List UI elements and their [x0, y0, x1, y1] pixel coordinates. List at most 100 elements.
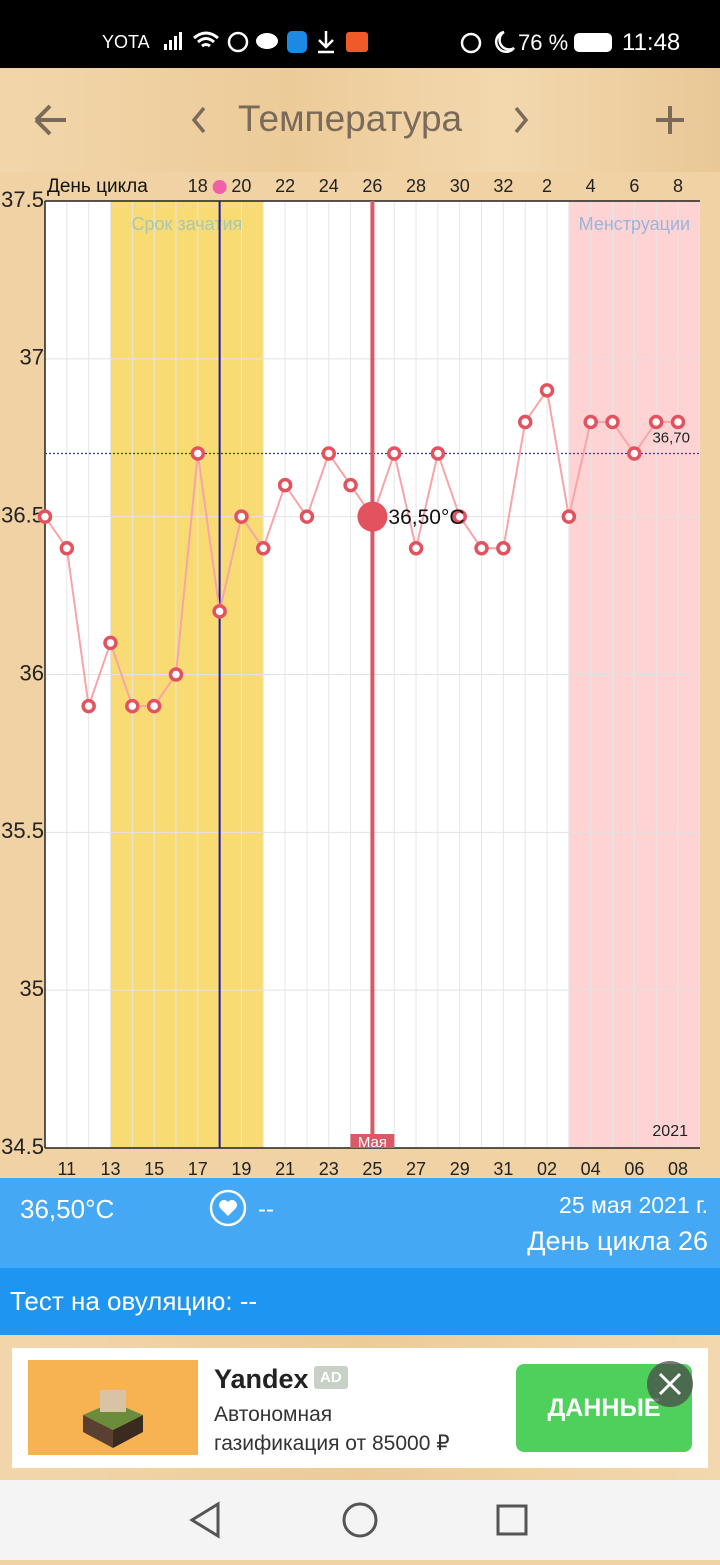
ovulation-test: Тест на овуляцию: -- [10, 1286, 258, 1316]
y-tick-label: 36 [20, 660, 44, 685]
marker [343, 477, 358, 493]
x-tick-label: 31 [493, 1159, 513, 1178]
reference-label: 36,70 [652, 430, 690, 447]
back-button[interactable] [34, 104, 66, 136]
marker [103, 635, 118, 651]
top-tick-label: 32 [493, 176, 513, 196]
y-tick-label: 35 [20, 976, 44, 1001]
status-icons-right [460, 30, 612, 54]
top-tick-label: 6 [629, 176, 639, 196]
marker [452, 509, 467, 524]
marker [59, 540, 75, 556]
top-tick-label: 2 [542, 176, 552, 196]
x-tick-label: 17 [188, 1159, 208, 1178]
app-bar-icons [34, 104, 684, 136]
marker [277, 477, 293, 493]
band-label: Менструации [579, 214, 690, 234]
nav-back[interactable] [189, 1501, 220, 1539]
y-tick-label: 35.5 [1, 818, 44, 843]
temperature: 36,50°C [20, 1194, 115, 1224]
marker [234, 509, 249, 524]
top-tick-label: 26 [362, 176, 382, 196]
ad-brand: Yandex [214, 1364, 309, 1394]
nav-bar [0, 1480, 720, 1560]
ovulation-dot [212, 180, 227, 194]
x-tick-label: 13 [100, 1159, 120, 1178]
y-tick-label: 37.5 [1, 187, 44, 212]
x-tick-label: 23 [319, 1159, 339, 1178]
ad-close[interactable] [646, 1360, 694, 1408]
marker [517, 414, 533, 430]
top-tick-label: 20 [231, 176, 251, 196]
selected-marker [357, 501, 388, 532]
marker [474, 540, 489, 556]
heart-value: -- [258, 1196, 274, 1223]
x-tick-label: 25 [362, 1159, 382, 1178]
x-tick-label: 19 [231, 1159, 251, 1178]
nav-recent[interactable] [496, 1504, 528, 1536]
ovulation-test-bar[interactable]: Тест на овуляцию: -- [0, 1268, 720, 1335]
x-tick-label: 29 [450, 1159, 470, 1178]
marker [125, 698, 140, 714]
carrier: YOTA [102, 32, 150, 52]
nav-home[interactable] [342, 1502, 378, 1538]
screen-title: Температура [238, 98, 463, 139]
x-tick-label: 15 [144, 1159, 164, 1178]
top-tick-label: 24 [319, 176, 339, 196]
marker [648, 414, 664, 430]
ad-badge: AD [314, 1366, 348, 1389]
date: 25 мая 2021 г. [559, 1192, 708, 1218]
prev-button[interactable] [191, 106, 206, 134]
marker [146, 698, 162, 714]
top-tick-label: 22 [275, 176, 295, 196]
marker [190, 446, 206, 461]
top-tick-label: 18 [188, 176, 208, 196]
y-tick-label: 34.5 [1, 1134, 44, 1159]
nav-icons [189, 1501, 528, 1539]
next-button[interactable] [514, 106, 529, 134]
marker [496, 540, 511, 556]
x-tick-label: 11 [57, 1159, 76, 1178]
ad-card[interactable]: Yandex AD Автономная газификация от 8500… [12, 1348, 708, 1468]
battery: 76 % [518, 30, 569, 55]
y-tick-label: 37 [20, 345, 44, 370]
time: 11:48 [622, 29, 681, 56]
info-panel: 36,50°C -- 25 мая 2021 г. День цикла 26 [0, 1178, 720, 1268]
marker [583, 414, 598, 430]
y-tick-label: 36.5 [1, 502, 44, 527]
x-tick-label: 08 [668, 1159, 688, 1178]
marker [386, 446, 402, 461]
x-tick-label: 02 [537, 1159, 557, 1178]
heart-icon [209, 1189, 247, 1227]
top-tick-label: 28 [406, 176, 426, 196]
status-bar: YOTA 76 % 11:48 [0, 0, 720, 68]
x-tick-label: 04 [581, 1159, 601, 1178]
marker [256, 540, 271, 556]
top-tick-label: 8 [673, 176, 683, 196]
year-label: 2021 [652, 1123, 688, 1140]
add-button[interactable] [656, 106, 684, 134]
band-label: Срок зачатия [131, 214, 242, 234]
ad-line: Автономная [214, 1403, 333, 1426]
x-tick-label: 21 [275, 1159, 295, 1178]
app-bar: Температура [0, 68, 720, 172]
cycle-day: День цикла 26 [527, 1226, 708, 1256]
top-axis-label: День цикла [47, 176, 148, 197]
month-label: Мая [358, 1134, 387, 1151]
marker [81, 698, 96, 714]
ad-image [28, 1360, 198, 1455]
marker [408, 540, 424, 556]
top-tick-label: 30 [450, 176, 470, 196]
marker [605, 414, 620, 430]
marker [321, 446, 337, 461]
marker [430, 446, 446, 461]
month-label-bg [350, 1134, 395, 1148]
marker [670, 414, 686, 430]
x-tick-label: 06 [624, 1159, 644, 1178]
marker [37, 509, 53, 524]
ad-line: газификация от 85000 ₽ [214, 1432, 450, 1455]
status-icons [164, 31, 368, 54]
selected-label: 36,50°C [388, 506, 464, 529]
chart: 34.5 35 35.5 36 36.5 37 37.5 Срок зачатия Менстр… [1, 176, 700, 1178]
